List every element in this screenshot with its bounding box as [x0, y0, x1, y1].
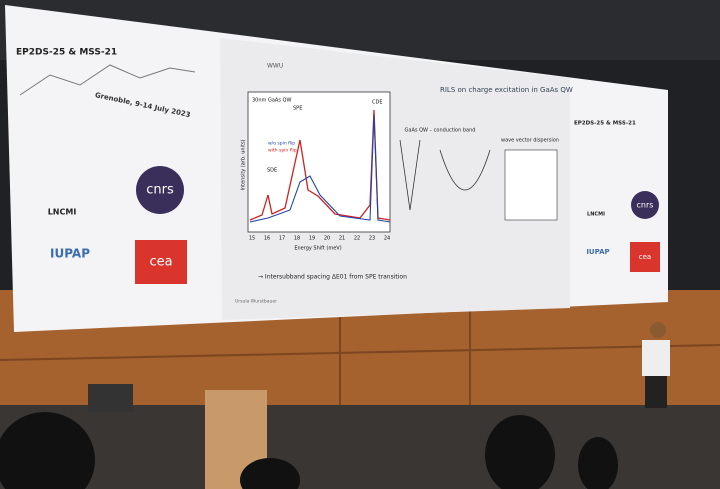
note: → Intersubband spacing ΔE01 from SPE tra…	[258, 274, 407, 281]
diagram-title: GaAs QW – conduction band	[405, 128, 476, 134]
audience-head	[240, 458, 300, 489]
logo	[631, 191, 659, 219]
peak-label: SPE	[293, 106, 302, 112]
y-label: Intensity (arb. units)	[241, 139, 247, 190]
logo-text: cea	[149, 255, 172, 270]
peak-label: SDE	[267, 168, 277, 174]
conference: EP2DS-25 & MSS-21	[574, 121, 636, 127]
curve	[249, 114, 391, 223]
x-tick-label: 24	[384, 236, 390, 242]
logo	[136, 166, 184, 214]
x-tick-label: 20	[324, 236, 330, 242]
logo-text: cnrs	[637, 201, 654, 210]
footer: Ursula Wurstbauer	[235, 299, 277, 305]
x-label: Energy Shift (meV)	[294, 246, 341, 252]
x-ticks: 15 16 17 18 19 20 21 22 23 24	[249, 236, 390, 242]
laptop	[88, 384, 133, 412]
x-tick-label: 17	[279, 236, 285, 242]
x-tick-label: 21	[339, 236, 345, 242]
logo	[630, 242, 660, 272]
x-tick-label: 16	[264, 236, 270, 242]
x-tick-label: 15	[249, 236, 255, 242]
logo-text: IUPAP	[50, 247, 90, 261]
legend-entry: with spin flip	[268, 148, 297, 154]
diagram-title: wave vector dispersion	[501, 138, 559, 144]
wall-seam	[0, 344, 720, 361]
uni-logo: WWU	[267, 63, 283, 70]
x-tick-label: 23	[369, 236, 375, 242]
logo-text: IUPAP	[586, 248, 609, 256]
logo-text: LNCMI	[587, 212, 605, 218]
x-tick-label: 18	[294, 236, 300, 242]
plot-sample: 30nm GaAs QW	[252, 98, 291, 104]
audience-head	[578, 437, 618, 489]
dispersion-diagram	[504, 149, 558, 221]
legend-entry: w/o spin flip	[268, 141, 295, 147]
mountains	[19, 64, 196, 96]
logo-text: cea	[639, 253, 651, 261]
audience-head	[0, 412, 95, 489]
plot-frame	[247, 91, 391, 233]
audience-head	[485, 415, 555, 489]
conference: EP2DS-25 & MSS-21	[16, 48, 117, 58]
logo-text: LNCMI	[48, 208, 77, 217]
speaker-skirt	[645, 376, 667, 408]
band-diagram	[399, 139, 491, 211]
x-tick-label: 22	[354, 236, 360, 242]
logo	[135, 240, 187, 284]
slide-title: RILS on charge excitation in GaAs QW	[440, 86, 573, 94]
x-tick-label: 19	[309, 236, 315, 242]
speaker-head	[650, 322, 666, 338]
speaker-body	[642, 340, 670, 376]
peak-label: CDE	[372, 100, 383, 106]
logo-text: cnrs	[146, 183, 174, 198]
